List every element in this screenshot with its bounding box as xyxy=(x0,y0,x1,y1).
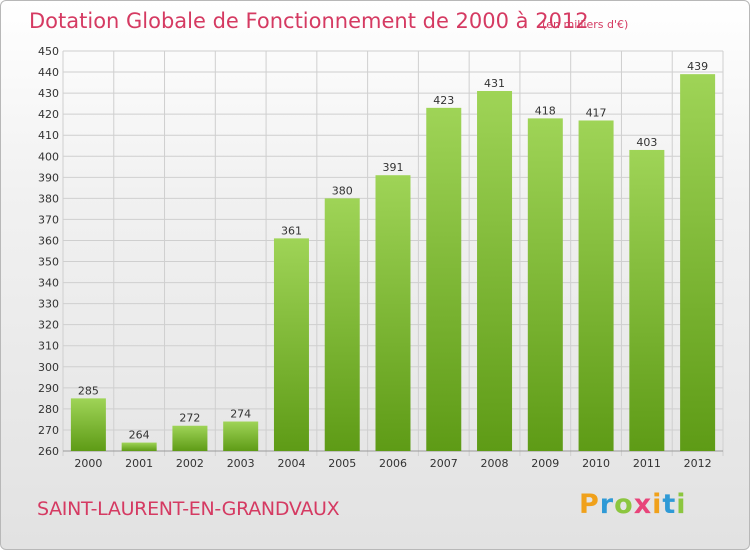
y-tick-label: 330 xyxy=(38,298,59,311)
proxiti-logo: Proxiti xyxy=(579,489,687,520)
x-tick-label: 2003 xyxy=(227,457,255,470)
bar-value-label: 439 xyxy=(687,60,708,73)
x-tick-label: 2008 xyxy=(481,457,509,470)
bar-value-label: 361 xyxy=(281,224,302,237)
commune-name: SAINT-LAURENT-EN-GRANDVAUX xyxy=(37,498,340,520)
bar-2011 xyxy=(629,149,665,451)
bar-2003 xyxy=(223,421,259,451)
bar-2007 xyxy=(426,107,462,451)
bar-value-label: 391 xyxy=(383,161,404,174)
x-tick-label: 2011 xyxy=(633,457,661,470)
bar-2004 xyxy=(273,238,309,451)
y-tick-label: 390 xyxy=(38,171,59,184)
bar-value-label: 417 xyxy=(586,106,607,119)
bar-value-label: 285 xyxy=(78,384,99,397)
x-tick-label: 2009 xyxy=(531,457,559,470)
logo-letter: x xyxy=(633,489,653,520)
bar-value-label: 431 xyxy=(484,77,505,90)
bar-2009 xyxy=(527,118,563,452)
bar-value-label: 272 xyxy=(179,412,200,425)
y-tick-label: 300 xyxy=(38,361,59,374)
chart-title: Dotation Globale de Fonctionnement de 20… xyxy=(29,9,589,33)
y-tick-label: 420 xyxy=(38,108,59,121)
x-tick-label: 2012 xyxy=(684,457,712,470)
x-tick-label: 2000 xyxy=(74,457,102,470)
y-tick-label: 430 xyxy=(38,87,59,100)
logo-letter: o xyxy=(614,489,634,520)
y-tick-label: 310 xyxy=(38,340,59,353)
x-tick-label: 2004 xyxy=(277,457,305,470)
bar-2006 xyxy=(375,175,411,452)
y-tick-label: 400 xyxy=(38,150,59,163)
chart-unit: (en milliers d'€) xyxy=(542,18,629,31)
x-axis-ticks: 2000 2001 2002 2003 2004 2005 2006 2007 2008 2009… xyxy=(74,457,711,470)
logo-letter: i xyxy=(652,489,663,520)
x-tick-label: 2007 xyxy=(430,457,458,470)
x-tick-label: 2005 xyxy=(328,457,356,470)
bar-2001 xyxy=(121,442,157,451)
bar-2012 xyxy=(680,74,716,451)
logo-letter: i xyxy=(676,489,687,520)
logo-letter: t xyxy=(662,489,677,520)
y-tick-label: 340 xyxy=(38,277,59,290)
y-tick-label: 370 xyxy=(38,213,59,226)
bar-2008 xyxy=(477,91,513,451)
bar-2005 xyxy=(324,198,360,451)
y-tick-label: 320 xyxy=(38,319,59,332)
bar-2000 xyxy=(70,398,106,451)
bar-2002 xyxy=(172,425,208,451)
bar-value-label: 423 xyxy=(433,94,454,107)
x-tick-label: 2001 xyxy=(125,457,153,470)
logo-letter: P xyxy=(579,489,600,520)
y-axis-ticks: 260 270 280 290 300 310 320 330 340 350 360 370 380 3… xyxy=(38,45,59,458)
bars xyxy=(70,74,716,452)
bar-2010 xyxy=(578,120,614,451)
y-tick-label: 270 xyxy=(38,424,59,437)
y-tick-label: 290 xyxy=(38,382,59,395)
x-tick-label: 2006 xyxy=(379,457,407,470)
bar-value-labels: 285 264 272 274 361 380 391 423 431 418 417 403 439 xyxy=(78,60,708,441)
bar-chart: 260 270 280 290 300 310 320 330 340 350 360 370 380 3… xyxy=(38,45,724,470)
y-tick-label: 450 xyxy=(38,45,59,58)
x-tick-label: 2002 xyxy=(176,457,204,470)
bar-value-label: 380 xyxy=(332,184,353,197)
bar-value-label: 274 xyxy=(230,408,251,421)
y-tick-label: 440 xyxy=(38,66,59,79)
bar-value-label: 403 xyxy=(636,136,657,149)
y-tick-label: 260 xyxy=(38,445,59,458)
y-tick-label: 360 xyxy=(38,234,59,247)
logo-letter: r xyxy=(599,489,615,520)
bar-value-label: 418 xyxy=(535,104,556,117)
x-tick-label: 2010 xyxy=(582,457,610,470)
y-tick-label: 280 xyxy=(38,403,59,416)
y-tick-label: 410 xyxy=(38,129,59,142)
y-tick-label: 380 xyxy=(38,192,59,205)
y-tick-label: 350 xyxy=(38,256,59,269)
bar-value-label: 264 xyxy=(129,429,150,442)
